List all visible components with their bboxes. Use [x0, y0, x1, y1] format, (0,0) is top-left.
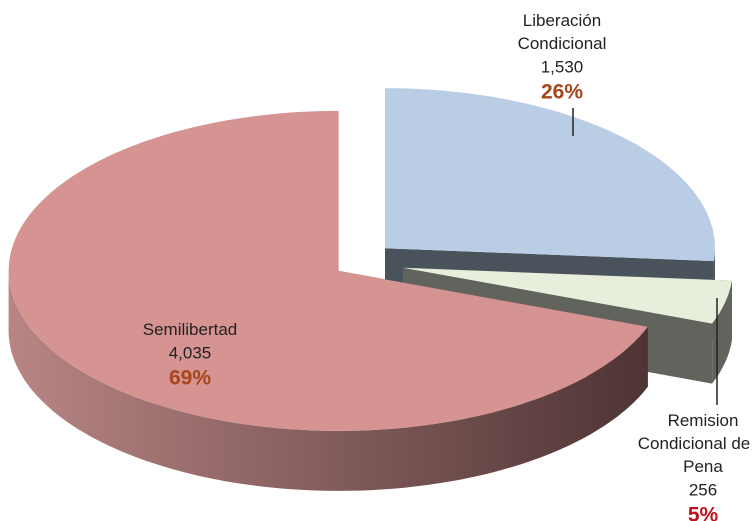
- pie: [8, 88, 732, 491]
- value-label: 1,530: [541, 57, 584, 76]
- percent-label: 26%: [541, 81, 583, 104]
- labels: Liberación Condicional 1,530 26% Remision Con…: [143, 11, 754, 521]
- value-label: 4,035: [169, 343, 212, 362]
- percent-label: 5%: [688, 504, 719, 521]
- label-line: Condicional: [518, 34, 607, 53]
- percent-label: 69%: [169, 367, 211, 390]
- slice-label: Semilibertad: [143, 320, 238, 339]
- slice: [403, 267, 732, 324]
- label-line: Semilibertad: [143, 320, 238, 339]
- slice-wall: [8, 270, 648, 491]
- label-line: Condicional de la: [638, 434, 754, 453]
- value-label: 256: [689, 480, 717, 499]
- slice-label: Liberación Condicional: [518, 11, 607, 53]
- slice-label: Remision Condicional de la Pena: [638, 411, 754, 476]
- label-line: Remision: [668, 411, 739, 430]
- label-line: Liberación: [523, 11, 601, 30]
- slice: [8, 110, 648, 431]
- slice: [385, 88, 715, 262]
- label-line: Pena: [683, 457, 723, 476]
